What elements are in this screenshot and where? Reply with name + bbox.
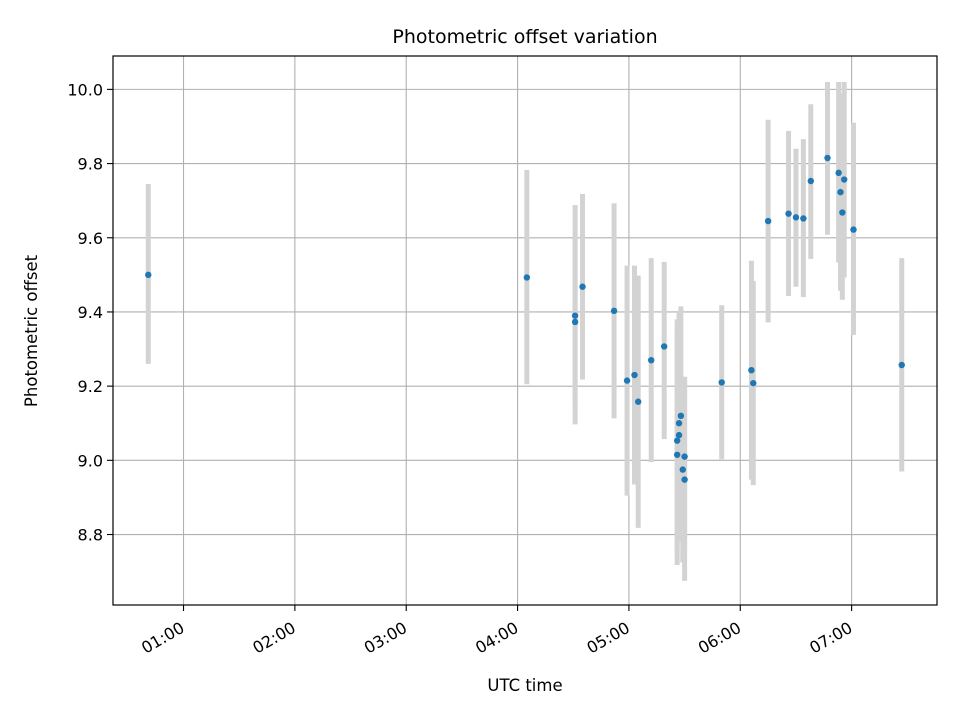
data-point — [675, 420, 683, 427]
data-point — [748, 366, 755, 374]
data-point — [623, 377, 631, 384]
data-point — [647, 356, 655, 364]
chart-title: Photometric offset variation — [392, 26, 657, 48]
data-point — [145, 271, 152, 279]
y-tick-label: 9.2 — [78, 377, 103, 396]
data-point — [898, 361, 905, 369]
data-point — [681, 453, 688, 460]
data-point — [677, 412, 685, 420]
data-points — [145, 154, 905, 483]
data-point — [792, 214, 800, 221]
data-point — [750, 379, 757, 387]
data-point — [800, 215, 807, 222]
data-point — [571, 312, 579, 319]
data-point — [785, 210, 792, 217]
data-point — [850, 226, 857, 233]
data-point — [660, 343, 668, 350]
y-tick-label: 9.0 — [78, 451, 103, 470]
data-point — [631, 371, 638, 379]
y-tick-label: 9.8 — [78, 155, 103, 174]
y-tick-label: 8.8 — [78, 526, 103, 545]
data-point — [837, 188, 844, 196]
data-point — [675, 431, 683, 439]
data-point — [841, 176, 848, 183]
y-axis-label: Photometric offset — [22, 254, 41, 407]
data-point — [839, 209, 846, 216]
y-tick-label: 10.0 — [67, 80, 103, 99]
data-point — [807, 177, 815, 185]
data-point — [610, 307, 618, 315]
data-point — [681, 476, 688, 483]
data-point — [635, 398, 642, 405]
data-point — [673, 437, 681, 444]
data-point — [679, 466, 686, 473]
x-axis-label: UTC time — [487, 676, 562, 695]
data-point — [718, 379, 725, 386]
axis-ticks: 01:00 02:00 03:00 04:00 05:00 06:00 07:008.89.… — [67, 80, 855, 657]
y-tick-label: 9.6 — [78, 229, 103, 248]
plot-frame — [112, 55, 938, 606]
data-point — [523, 274, 531, 281]
y-tick-label: 9.4 — [78, 303, 103, 322]
data-point — [764, 217, 772, 225]
data-point — [571, 318, 579, 326]
data-point — [824, 154, 831, 162]
data-point — [835, 169, 842, 177]
data-point — [579, 283, 586, 290]
data-point — [673, 451, 681, 458]
